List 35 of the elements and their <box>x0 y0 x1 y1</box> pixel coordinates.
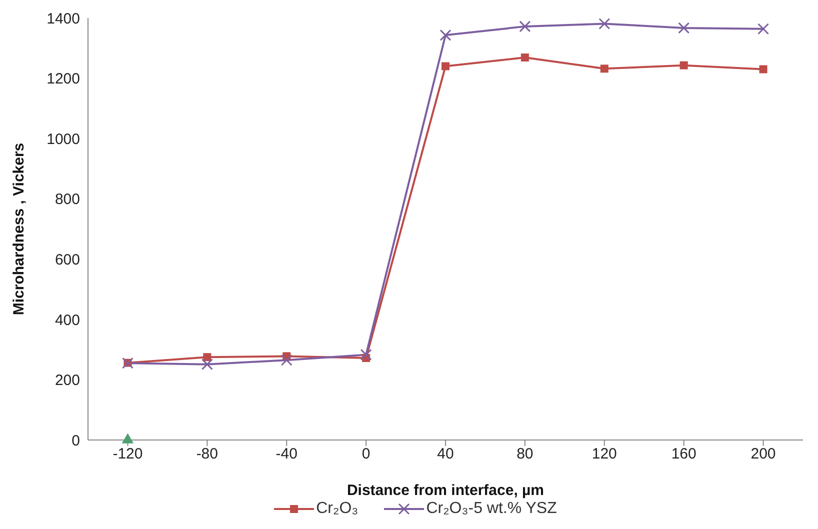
y-tick-label: 1400 <box>46 10 80 28</box>
y-tick-label: 200 <box>54 372 80 390</box>
x-axis-title: Distance from interface, µm <box>346 482 544 499</box>
x-tick-label: -80 <box>196 446 218 463</box>
point <box>598 18 610 30</box>
legend-label: Cr₂O₃-5 wt.% YSZ <box>426 500 557 518</box>
y-tick-label: 400 <box>54 312 80 329</box>
x-tick-label: 200 <box>750 446 776 463</box>
y-tick-label: 0 <box>72 432 80 450</box>
x-tick-label: 0 <box>362 446 370 463</box>
y-tick-label: 1000 <box>46 130 80 148</box>
point <box>440 29 452 41</box>
point <box>280 354 292 366</box>
point <box>520 53 529 62</box>
point <box>678 22 690 34</box>
x-tick-label: 120 <box>592 446 617 463</box>
point <box>360 348 372 360</box>
point <box>759 65 768 74</box>
point <box>758 23 770 35</box>
y-tick-label: 1200 <box>46 70 80 88</box>
x-tick-label: -40 <box>276 446 298 463</box>
y-tick-label: 800 <box>54 191 80 208</box>
x-tick-label: 40 <box>437 446 454 463</box>
y-tick-label: 600 <box>54 251 80 268</box>
x-tick-label: 160 <box>671 446 696 463</box>
point <box>203 353 212 362</box>
point <box>680 61 688 70</box>
point <box>201 358 213 370</box>
point <box>600 64 608 73</box>
x-tick-label: 80 <box>516 446 534 463</box>
point <box>519 20 531 32</box>
x-tick-label: -120 <box>112 446 143 463</box>
point <box>442 62 450 70</box>
y-axis-title: Microhardness , Vickers <box>10 142 28 316</box>
legend-label: Cr₂O₃ <box>316 500 358 518</box>
